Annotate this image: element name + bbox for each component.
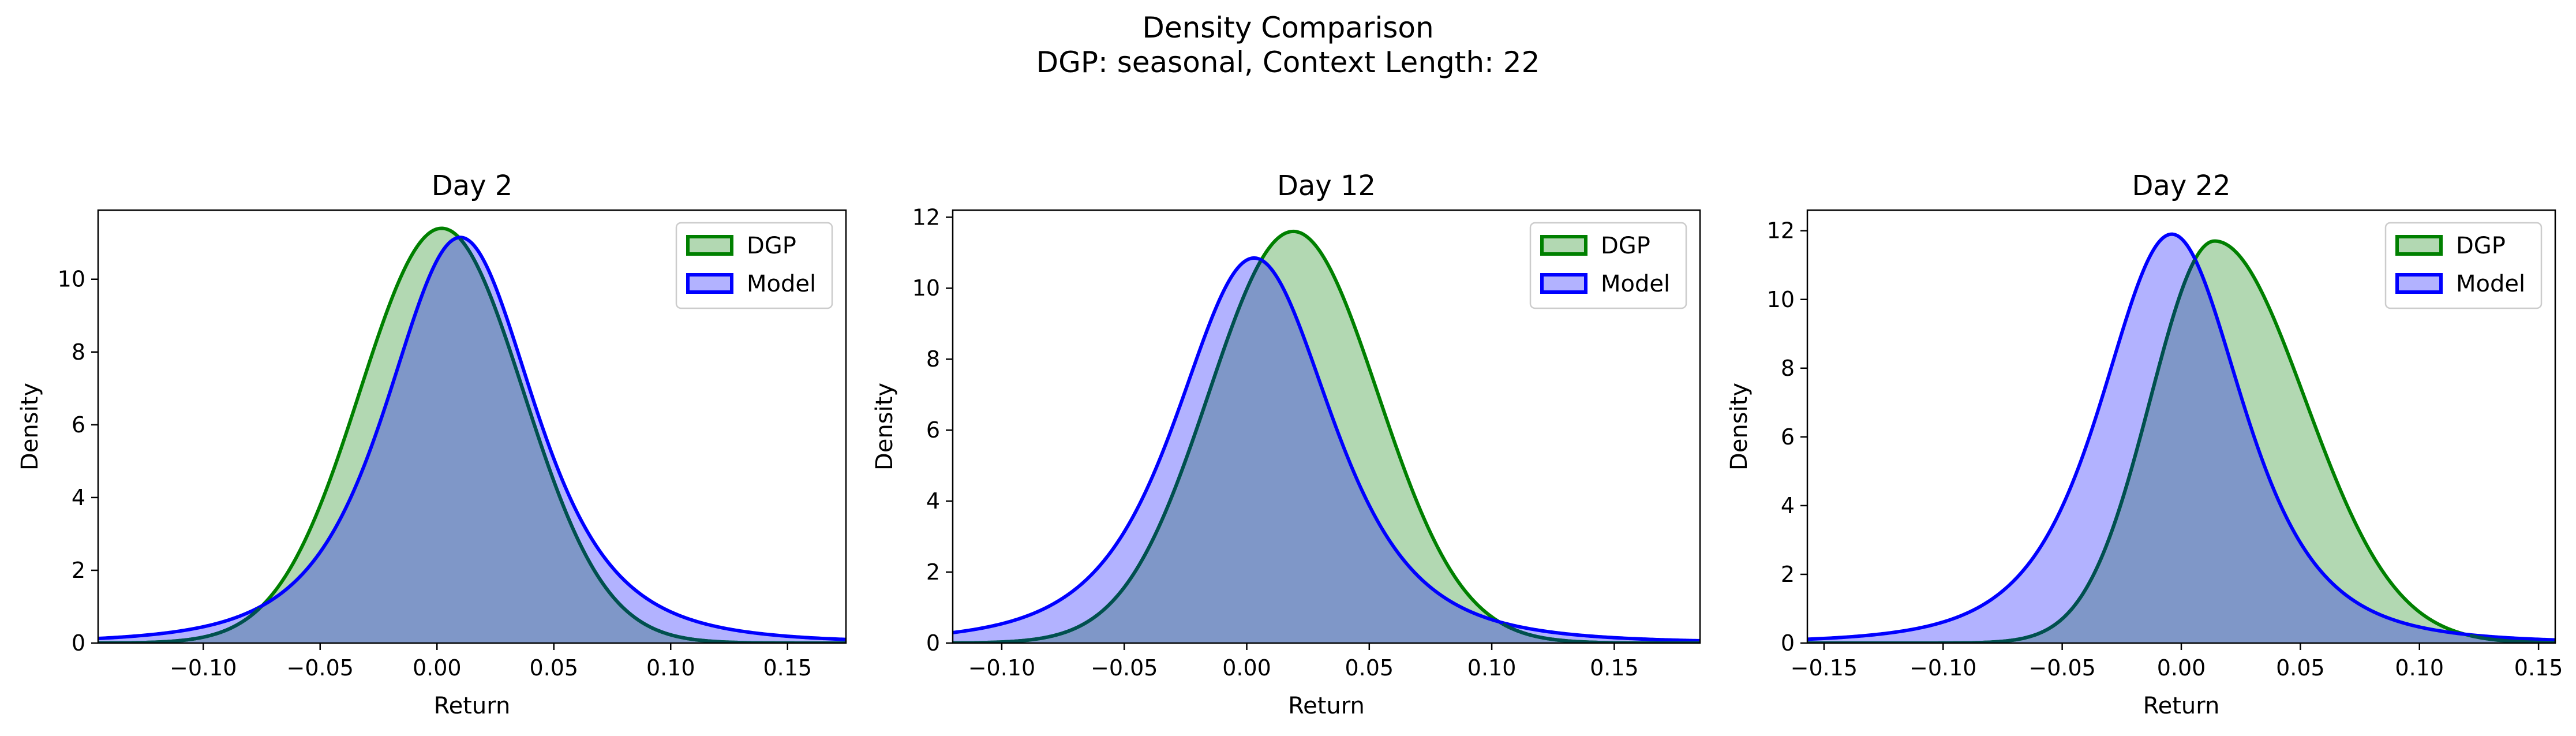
x-tick-label: 0.05 bbox=[529, 655, 578, 681]
panel-title: Day 22 bbox=[2132, 170, 2230, 202]
x-tick-label: −0.05 bbox=[1091, 655, 1158, 681]
legend-dgp-swatch bbox=[2395, 235, 2443, 256]
panel-day-3: −0.15 −0.10 −0.05 0.00 0.05 0.10 0.15 0 2 4 6 8 10 12… bbox=[1726, 170, 2563, 719]
y-tick-label: 12 bbox=[912, 204, 940, 230]
x-axis-label: Return bbox=[1288, 693, 1365, 719]
legend-model-label: Model bbox=[1601, 271, 1670, 297]
legend-dgp-swatch bbox=[1540, 235, 1587, 256]
x-tick-label: 0.10 bbox=[646, 655, 695, 681]
axes-frame bbox=[952, 209, 1701, 644]
legend-model-swatch bbox=[2395, 273, 2443, 294]
x-tick-label: 0.00 bbox=[2157, 655, 2206, 681]
x-tick-label: 0.10 bbox=[2395, 655, 2444, 681]
legend: DGP Model bbox=[2384, 222, 2543, 309]
y-tick-label: 10 bbox=[58, 267, 85, 292]
dgp-curve-under-model bbox=[953, 260, 1263, 643]
x-tick-label: 0.15 bbox=[2514, 655, 2563, 681]
y-axis-label: Density bbox=[871, 383, 898, 470]
x-tick-label: 0.05 bbox=[2276, 655, 2325, 681]
overlap-area bbox=[1807, 260, 2555, 643]
panel-title: Day 2 bbox=[432, 170, 513, 202]
figure-title-line-1: Density Comparison bbox=[1142, 11, 1434, 44]
legend-model-label: Model bbox=[747, 271, 816, 297]
plot-area bbox=[953, 229, 1700, 643]
x-tick-label: 0.15 bbox=[763, 655, 812, 681]
x-axis-label: Return bbox=[2143, 693, 2220, 719]
x-tick-label: −0.10 bbox=[170, 655, 237, 681]
y-tick-label: 6 bbox=[1781, 424, 1795, 450]
legend-dgp-label: DGP bbox=[1601, 233, 1650, 259]
legend-dgp-swatch bbox=[686, 235, 733, 256]
model-curve bbox=[953, 256, 1700, 642]
y-tick-label: 0 bbox=[1781, 630, 1795, 656]
x-tick-label: 0.00 bbox=[1222, 655, 1271, 681]
y-tick-label: 8 bbox=[72, 339, 85, 365]
y-tick-label: 4 bbox=[1781, 493, 1795, 518]
x-tick-label: 0.05 bbox=[1345, 655, 1394, 681]
dgp-curve-under-model bbox=[1807, 259, 2196, 643]
y-axis-label: Density bbox=[17, 383, 43, 470]
x-tick-label: 0.00 bbox=[413, 655, 462, 681]
legend-model-swatch bbox=[686, 273, 733, 294]
y-tick-label: 8 bbox=[926, 346, 940, 372]
overlap-area bbox=[98, 237, 846, 643]
y-tick-label: 10 bbox=[912, 275, 940, 301]
x-tick-label: −0.05 bbox=[287, 655, 354, 681]
legend-model-label: Model bbox=[2456, 271, 2525, 297]
legend: DGP Model bbox=[1529, 222, 1687, 309]
y-tick-label: 2 bbox=[72, 558, 85, 583]
legend: DGP Model bbox=[675, 222, 833, 309]
x-tick-label: −0.05 bbox=[2028, 655, 2095, 681]
model-curve bbox=[1807, 232, 2555, 642]
y-tick-label: 2 bbox=[1781, 562, 1795, 587]
y-tick-label: 4 bbox=[72, 485, 85, 510]
x-tick-label: −0.10 bbox=[1909, 655, 1976, 681]
panel-day-1: −0.10 −0.05 0.00 0.05 0.10 0.15 0 2 4 6 8 10 Return D… bbox=[17, 170, 847, 719]
y-tick-label: 12 bbox=[1767, 218, 1795, 244]
overlap-area bbox=[953, 260, 1700, 643]
legend-dgp-label: DGP bbox=[2456, 233, 2506, 259]
y-tick-label: 10 bbox=[1767, 287, 1795, 312]
y-tick-label: 2 bbox=[926, 559, 940, 585]
y-axis-label: Density bbox=[1726, 383, 1753, 470]
panel-title: Day 12 bbox=[1277, 170, 1376, 202]
y-tick-label: 6 bbox=[72, 412, 85, 438]
legend-model-swatch bbox=[1540, 273, 1587, 294]
y-tick-label: 8 bbox=[1781, 356, 1795, 381]
x-tick-label: 0.15 bbox=[1590, 655, 1639, 681]
legend-dgp-label: DGP bbox=[747, 233, 796, 259]
x-tick-label: −0.15 bbox=[1791, 655, 1858, 681]
x-tick-label: 0.10 bbox=[1467, 655, 1517, 681]
y-tick-label: 4 bbox=[926, 488, 940, 514]
y-tick-label: 0 bbox=[72, 630, 85, 656]
figure-title-line-2: DGP: seasonal, Context Length: 22 bbox=[1036, 46, 1540, 79]
figure-title: Density Comparison DGP: seasonal, Contex… bbox=[0, 10, 2576, 80]
panel-day-2: −0.10 −0.05 0.00 0.05 0.10 0.15 0 2 4 6 8 10 12 Retur… bbox=[871, 170, 1701, 719]
x-tick-label: −0.10 bbox=[968, 655, 1035, 681]
model-curve bbox=[98, 236, 846, 641]
y-tick-label: 6 bbox=[926, 417, 940, 443]
axes-frame bbox=[97, 209, 847, 644]
x-axis-label: Return bbox=[434, 693, 511, 719]
y-tick-label: 0 bbox=[926, 630, 940, 656]
